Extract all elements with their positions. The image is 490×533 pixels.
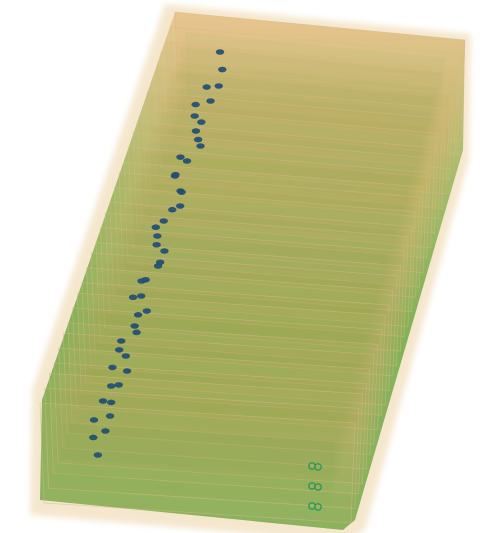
layer-sheet [174,11,466,141]
dot [202,84,211,90]
layer-band [152,127,419,216]
dot [106,399,116,406]
layer-sheet [146,91,443,220]
dot [121,353,131,359]
dot [130,323,139,329]
layer-sheet [95,242,401,367]
layer-band [110,247,385,334]
dot [89,434,98,441]
dot [153,233,162,239]
dot [215,49,225,55]
dot [218,66,227,73]
layer-band [185,32,445,122]
layer-band [96,287,373,373]
layer-band [143,152,411,240]
dot [114,382,123,388]
layer-band [63,382,347,466]
dot [106,383,116,389]
dot [122,368,132,374]
corner-markers [308,462,322,511]
dot [191,101,200,108]
dot [170,173,180,179]
layers [39,11,466,524]
corner-marker [314,503,322,511]
layer-sheet [53,362,367,485]
dot [128,294,138,301]
dot [132,329,141,336]
dot [89,417,99,423]
layer-band [157,112,423,201]
dot [115,347,124,353]
dot [159,218,168,224]
layer-sheet [76,292,386,416]
layer-band [171,72,434,162]
layer-sheet [123,161,424,288]
dot [206,98,215,104]
layer-sheet [90,252,398,377]
layer-sheet [100,227,405,352]
dot [117,338,126,344]
dot [176,154,185,160]
dot [191,128,201,134]
dot [168,206,177,213]
layer-sheet [169,26,462,156]
layer-sheet [128,146,428,273]
layer-sheet [155,66,451,195]
layer-sheet [86,267,394,391]
layer-sheet [151,81,447,209]
layer-sheet [160,51,455,180]
dot [151,224,160,231]
dot [160,248,169,254]
layer-band [138,167,408,255]
dot [108,364,117,371]
dot [197,119,206,125]
dot [176,203,185,209]
layer-sheet [81,282,390,406]
layer-sheet [141,106,439,234]
layer-band [73,353,354,437]
dot [182,158,192,164]
dot [93,452,103,458]
layer-band [59,393,343,476]
layer-band [50,423,335,505]
layer-sheet [118,172,420,298]
dot [152,241,161,248]
layer-sheet [165,41,458,170]
layer-sheet [39,402,356,524]
layer-band [87,312,366,398]
dot [214,83,223,89]
layer-sheet [114,186,417,313]
dot [190,113,199,119]
layer-sheet [67,322,379,445]
dot [137,293,146,299]
dot [176,188,185,194]
dot [133,312,143,318]
layer-sheet [109,201,413,327]
layer-band [101,272,377,358]
dot [142,308,151,314]
layer-sheet [137,121,436,249]
layer-sheet [72,307,382,431]
layer-band [166,87,430,176]
dot [193,136,203,143]
dot [196,143,205,149]
layer-band [54,408,339,491]
dot [137,278,146,284]
layer-sheet [58,347,371,470]
layer-sheet [132,131,432,259]
layer-sheet [62,332,375,455]
dot [98,398,108,404]
corner-marker [314,463,322,471]
layer-sheet [104,212,409,337]
dot [105,413,115,419]
dot [153,263,163,269]
layer-band [180,46,442,137]
layer-band [124,207,396,294]
layer-band [115,232,389,319]
corner-marker [314,483,322,491]
dot-trails [89,49,227,458]
layer-band [129,192,400,280]
dot [101,428,110,434]
